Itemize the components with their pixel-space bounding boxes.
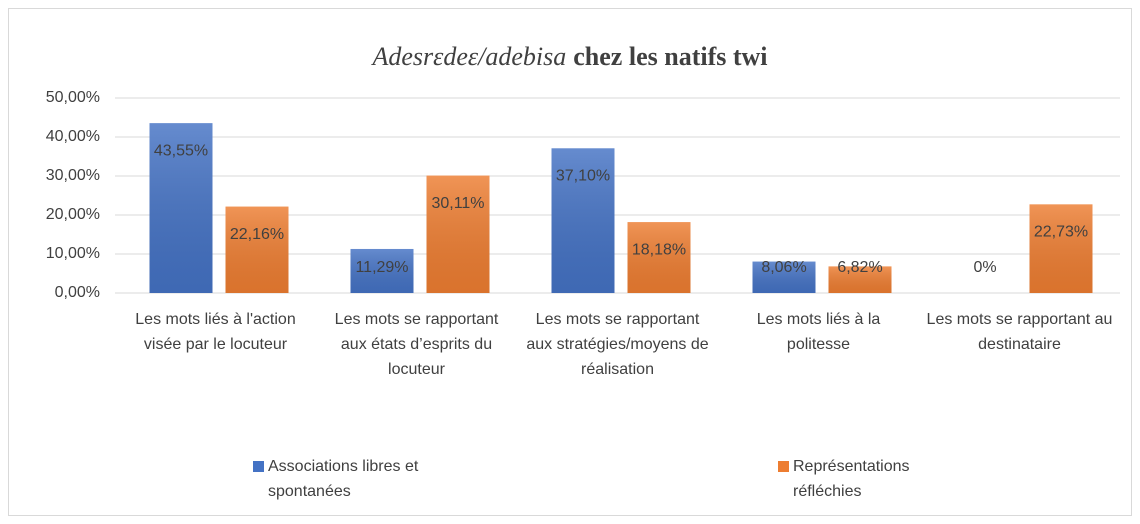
x-tick-label: Les mots liés à l'action visée par le lo… (135, 311, 296, 353)
data-label: 37,10% (556, 168, 610, 185)
legend-swatch (253, 461, 264, 472)
title-bold: chez les natifs twi (573, 42, 767, 71)
y-tick-label: 50,00% (46, 89, 100, 106)
y-tick-label: 40,00% (46, 128, 100, 145)
legend-item: Représentations réfléchies (778, 454, 978, 504)
title-italic: Adesrɛdeɛ/adebisa (370, 42, 566, 71)
data-label: 22,16% (230, 226, 284, 243)
data-label: 8,06% (761, 259, 806, 276)
data-label: 30,11% (431, 195, 484, 212)
legend-item-box: Représentations réfléchies (778, 454, 978, 504)
x-tick-label: Les mots liés à la politesse (756, 311, 881, 353)
bar-shade (627, 222, 691, 293)
y-tick-label: 30,00% (46, 167, 100, 184)
data-label: 43,55% (154, 142, 208, 159)
x-tick-label-box: Les mots se rapportant au destinataire (926, 311, 1113, 353)
x-tick-label-box: Les mots liés à l'action visée par le lo… (135, 311, 296, 353)
y-tick-label: 10,00% (46, 245, 100, 262)
bar-shade (426, 175, 490, 293)
data-label: 11,29% (355, 259, 408, 276)
legend-item: Associations libres et spontanées (253, 454, 453, 504)
legend-item-box: Associations libres et spontanées (253, 454, 453, 504)
data-label: 18,18% (632, 241, 686, 258)
data-label: 0% (973, 259, 996, 276)
data-label: 6,82% (837, 259, 882, 276)
bar-shade (828, 266, 892, 293)
legend-swatch (778, 461, 789, 472)
x-tick-label-box: Les mots se rapportant aux stratégies/mo… (526, 311, 709, 378)
x-tick-label-box: Les mots liés à la politesse (756, 311, 881, 353)
bar-shade (225, 206, 289, 293)
bar-shade (551, 148, 615, 293)
x-tick-label: Les mots se rapportant au destinataire (926, 311, 1113, 353)
chart-title: Adesrɛdeɛ/adebisa chez les natifs twi (370, 42, 767, 71)
bar-shade (1029, 204, 1093, 293)
x-tick-label: Les mots se rapportant aux stratégies/mo… (526, 311, 709, 378)
y-tick-label: 20,00% (46, 206, 100, 223)
x-tick-label: Les mots se rapportant aux états d’espri… (334, 311, 499, 378)
bar-shade (752, 261, 816, 293)
legend-label: Associations libres et spontanées (268, 458, 419, 500)
x-tick-label-box: Les mots se rapportant aux états d’espri… (334, 311, 499, 378)
legend-label: Représentations réfléchies (793, 458, 910, 500)
data-label: 22,73% (1034, 224, 1088, 241)
bar-shade (149, 123, 213, 293)
y-tick-label: 0,00% (55, 284, 100, 301)
bar-shade (350, 248, 414, 293)
